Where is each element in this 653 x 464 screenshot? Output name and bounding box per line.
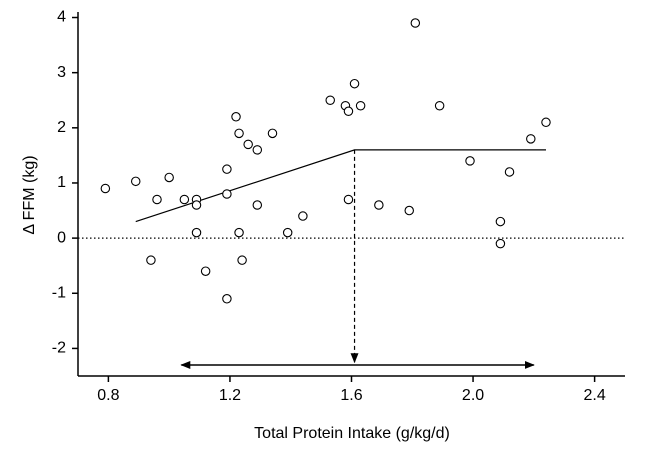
data-point [164, 172, 174, 183]
data-point [495, 216, 506, 227]
data-point [495, 238, 506, 249]
fit-line [135, 149, 546, 223]
data-point [130, 176, 141, 187]
data-point [252, 200, 263, 210]
data-point [234, 128, 244, 139]
x-tick-label: 2.4 [583, 387, 605, 404]
y-axis-label: Δ FFM (kg) [21, 155, 38, 234]
y-tick-label: 1 [57, 174, 66, 191]
data-point [355, 101, 366, 111]
y-tick-label: -1 [52, 284, 66, 301]
data-point [152, 194, 162, 205]
data-point [374, 200, 384, 210]
data-point [404, 205, 414, 216]
data-point [410, 18, 421, 28]
y-tick-label: -2 [52, 340, 66, 357]
x-tick-label: 2.0 [462, 387, 484, 404]
x-tick-label: 1.2 [219, 387, 241, 404]
data-point [200, 266, 211, 276]
data-point [191, 200, 202, 210]
data-point [243, 139, 253, 150]
data-point [191, 227, 202, 238]
data-point [541, 117, 551, 128]
data-point [504, 167, 515, 177]
data-point [179, 194, 190, 205]
y-tick-label: 3 [57, 64, 66, 81]
y-tick-label: 2 [57, 119, 66, 136]
data-point [343, 194, 354, 205]
data-point [146, 255, 156, 265]
data-point [222, 189, 232, 199]
data-point [282, 227, 293, 238]
data-point [465, 156, 475, 166]
data-point [526, 134, 536, 144]
x-axis-label: Total Protein Intake (g/kg/d) [254, 425, 450, 442]
y-tick-label: 0 [57, 229, 66, 246]
data-point [237, 255, 247, 265]
data-point [349, 78, 360, 89]
data-point [100, 183, 111, 194]
x-tick-label: 1.6 [340, 387, 362, 404]
data-point [434, 101, 445, 111]
y-tick-label: 4 [57, 9, 66, 26]
data-point [267, 128, 278, 139]
data-point [222, 164, 232, 174]
data-point [298, 211, 308, 221]
data-point [222, 294, 232, 304]
x-tick-label: 0.8 [97, 387, 119, 404]
data-point [234, 227, 244, 238]
data-point [343, 106, 354, 117]
data-point [252, 145, 263, 155]
data-point [325, 95, 335, 105]
data-point [231, 112, 241, 122]
